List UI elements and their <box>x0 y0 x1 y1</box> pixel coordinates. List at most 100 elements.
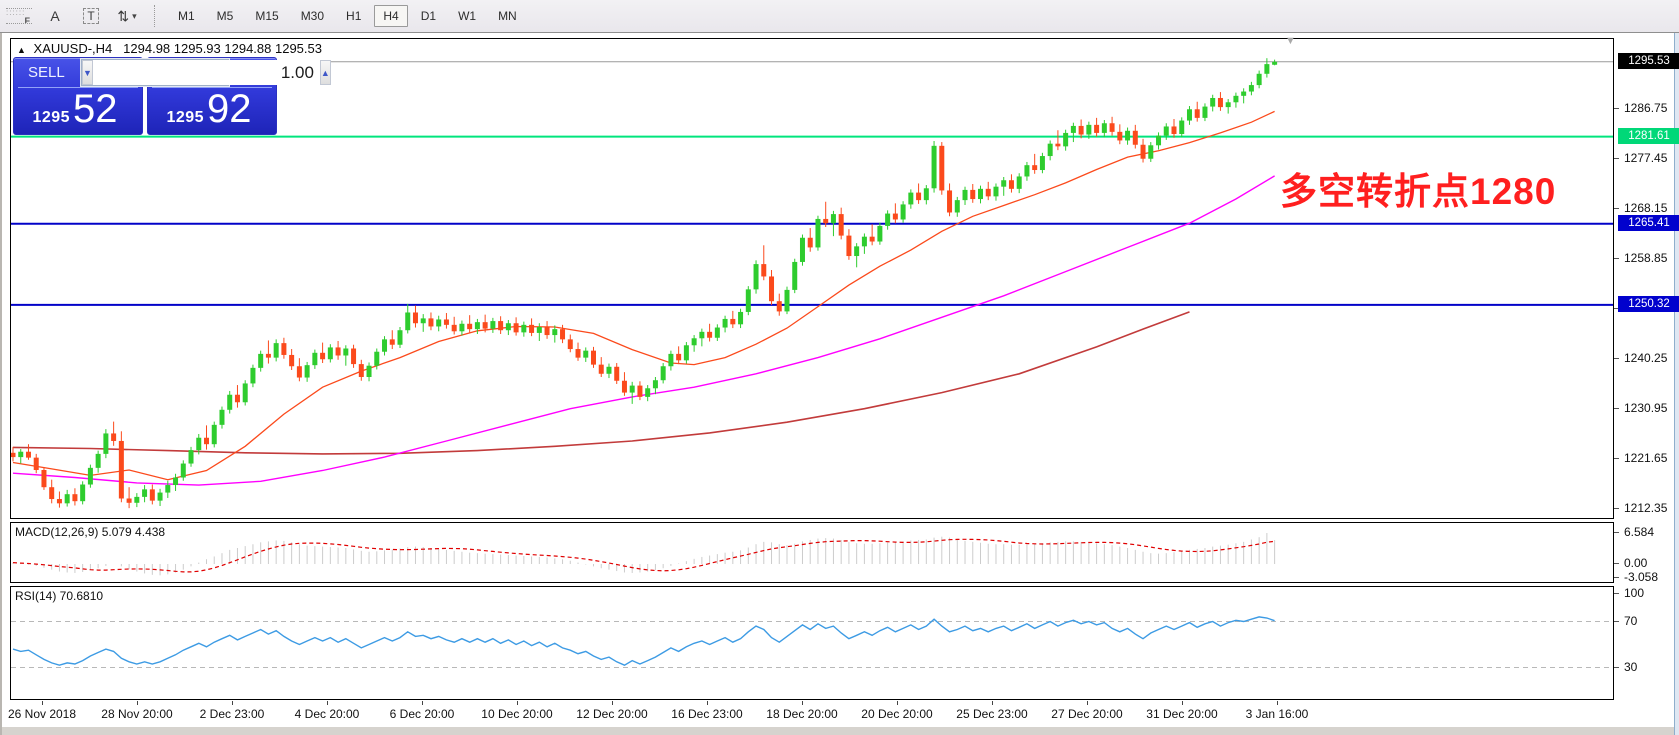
candle-body <box>854 246 860 257</box>
candle-body <box>722 318 728 328</box>
candle-body <box>1217 97 1223 108</box>
time-tick-label: 10 Dec 20:00 <box>481 707 553 721</box>
candle-body <box>219 409 225 425</box>
timeframe-toolbar: M1 M5 M15 M30 H1 H4 D1 W1 MN <box>167 5 528 27</box>
price-tick <box>1614 207 1619 209</box>
candle-body <box>923 188 929 201</box>
candle-body <box>931 145 937 189</box>
rsi-label: RSI(14) 70.6810 <box>15 589 104 603</box>
text-box-icon[interactable]: T <box>78 4 104 28</box>
toolbar: :::::: F A T ⇅ ▾ M1 M5 M15 M30 H1 H4 D1 W1 MN <box>0 0 1679 33</box>
candle-body <box>691 338 697 346</box>
candle-body <box>1008 180 1014 189</box>
volume-decrease-button[interactable]: ▼ <box>82 60 93 85</box>
candle-body <box>1194 109 1200 118</box>
candle-body <box>1001 180 1007 187</box>
candle-body <box>304 365 310 378</box>
candle-body <box>784 289 790 312</box>
tf-button-H4[interactable]: H4 <box>374 5 408 27</box>
candle-body <box>567 339 573 350</box>
cursor-tools-icon[interactable]: ⇅ ▾ <box>117 7 137 24</box>
candle-body <box>861 236 867 247</box>
candle-body <box>142 489 148 497</box>
tf-button-H1[interactable]: H1 <box>346 9 362 23</box>
price-tick <box>1614 257 1619 259</box>
candle-body <box>188 450 194 464</box>
candle-body <box>1264 64 1270 74</box>
tf-button-M1[interactable]: M1 <box>178 9 195 23</box>
sell-price: 129552 <box>14 87 136 132</box>
candle-body <box>498 321 504 331</box>
tf-button-M15[interactable]: M15 <box>255 9 279 23</box>
candle-body <box>250 367 256 384</box>
candle-body <box>769 276 775 302</box>
scroll-to-end-icon[interactable]: ▼ <box>1285 35 1296 47</box>
time-tick-label: 16 Dec 23:00 <box>671 707 743 721</box>
time-tick <box>517 701 518 705</box>
candle-body <box>157 492 163 501</box>
candle-body <box>513 323 519 333</box>
tf-button-W1[interactable]: W1 <box>458 9 477 23</box>
candle-body <box>877 225 883 242</box>
candle-body <box>552 329 558 336</box>
candle-body <box>916 192 922 201</box>
time-tick-label: 3 Jan 16:00 <box>1245 707 1309 721</box>
tf-button-M30[interactable]: M30 <box>300 9 325 23</box>
volume-increase-button[interactable]: ▲ <box>319 60 331 85</box>
candle-body <box>474 322 480 330</box>
rsi-pane[interactable]: RSI(14) 70.6810 <box>10 586 1614 700</box>
macd-label: MACD(12,26,9) 5.079 4.438 <box>15 525 166 539</box>
candle-body <box>242 383 248 403</box>
time-tick <box>1182 701 1183 705</box>
time-axis[interactable]: 26 Nov 2018 28 Nov 20:00 2 Dec 23:00 4 Dec … <box>8 701 1614 727</box>
candle-body <box>668 353 674 367</box>
price-chart-canvas[interactable] <box>11 39 1613 518</box>
volume-input[interactable] <box>92 60 320 85</box>
candle-body <box>776 301 782 312</box>
candle-body <box>583 350 589 358</box>
price-axis[interactable]: 1286.751277.451268.151258.851249.551240.… <box>1614 33 1679 735</box>
price-badge-1295.53: 1295.53 <box>1618 52 1679 69</box>
rsi-canvas[interactable] <box>11 587 1613 699</box>
candle-body <box>985 188 991 197</box>
candle-body <box>134 496 140 503</box>
time-tick <box>802 701 803 705</box>
toolbar-handle-f-icon[interactable]: :::::: F <box>6 8 32 24</box>
candle-body <box>892 213 898 220</box>
candle-body <box>676 353 682 361</box>
candle-body <box>56 499 62 504</box>
candle-body <box>799 237 805 262</box>
candle-body <box>111 433 117 441</box>
time-tick <box>707 701 708 705</box>
candle-body <box>358 364 364 377</box>
toolbar-separator <box>154 5 159 27</box>
dropdown-caret-icon[interactable]: ▾ <box>132 10 137 21</box>
tf-button-D1[interactable]: D1 <box>420 9 437 23</box>
candle-body <box>823 218 829 224</box>
candle-body <box>529 324 535 333</box>
candle-body <box>41 469 47 488</box>
candle-body <box>149 489 155 501</box>
chart-symbol-period: XAUUSD-,H4 <box>33 41 113 56</box>
candle-body <box>227 394 233 410</box>
candle-body <box>1163 126 1169 136</box>
candle-body <box>1039 156 1045 171</box>
tf-button-MN[interactable]: MN <box>498 9 517 23</box>
text-a-icon[interactable]: A <box>50 8 60 24</box>
macd-pane[interactable]: MACD(12,26,9) 5.079 4.438 <box>10 522 1614 583</box>
candle-body <box>180 463 186 478</box>
trend-annotation-text[interactable]: 多空转折点1280 <box>1280 171 1557 212</box>
rsi-scale-label: 100 <box>1624 586 1645 600</box>
candle-body <box>374 351 380 366</box>
main-chart-pane[interactable]: ▲ XAUUSD-,H4 1294.98 1295.93 1294.88 129… <box>10 35 1614 519</box>
macd-canvas[interactable] <box>11 523 1613 582</box>
candle-body <box>1132 130 1138 145</box>
candle-body <box>807 237 813 248</box>
volume-spinner: ▼ ▲ <box>81 59 331 86</box>
sell-button[interactable]: SELL <box>28 64 65 81</box>
macd-scale-label: 0.00 <box>1624 556 1648 570</box>
tf-button-M5[interactable]: M5 <box>216 9 234 23</box>
candle-body <box>900 204 906 220</box>
candle-body <box>1078 125 1084 135</box>
